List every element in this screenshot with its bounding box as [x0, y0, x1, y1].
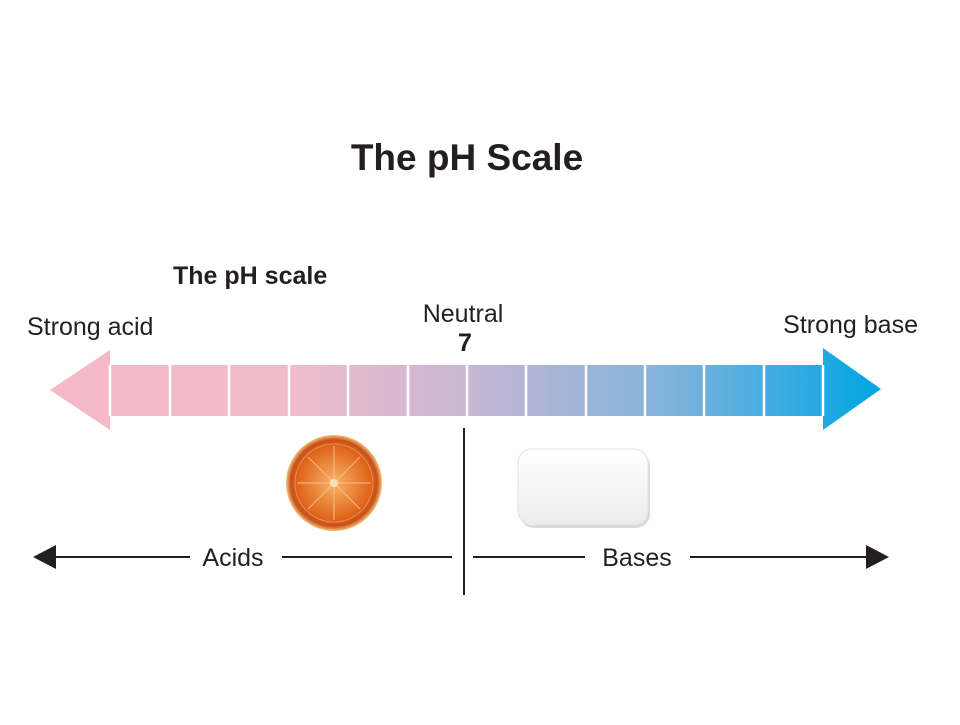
subtitle: The pH scale	[173, 262, 327, 290]
strong-base-label: Strong base	[783, 311, 918, 339]
orange-image	[286, 435, 382, 531]
bases-label: Bases	[602, 544, 671, 572]
acids-label: Acids	[202, 544, 263, 572]
acids-arrowhead	[33, 545, 56, 569]
soap-image	[517, 448, 650, 528]
bases-arrowhead	[866, 545, 889, 569]
strong-acid-label: Strong acid	[27, 313, 153, 341]
title: The pH Scale	[351, 137, 583, 178]
neutral-value: 7	[458, 329, 472, 357]
ph-arrow	[50, 348, 881, 430]
neutral-label: Neutral	[423, 300, 504, 328]
ph-segments	[108, 365, 825, 416]
